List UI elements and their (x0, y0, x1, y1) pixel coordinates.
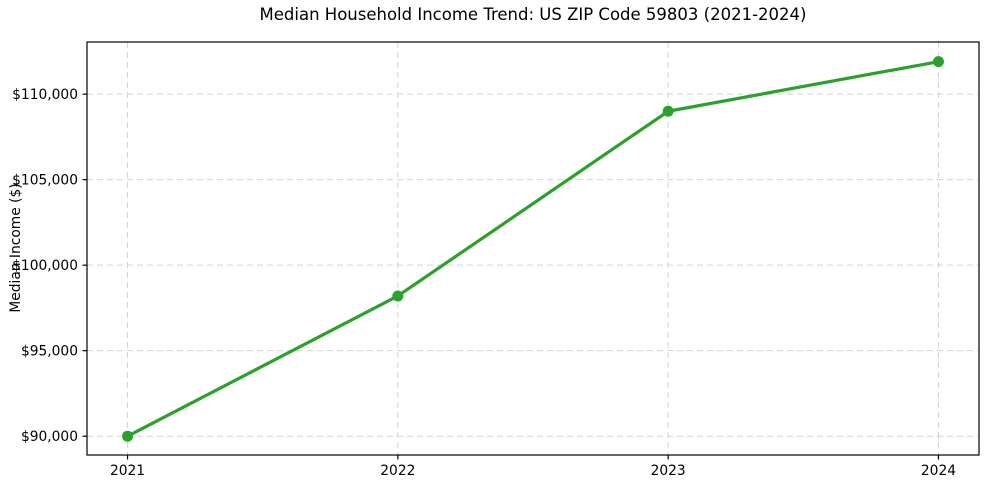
y-tick-label: $110,000 (12, 87, 78, 103)
data-point-2023 (662, 105, 674, 117)
chart-title: Median Household Income Trend: US ZIP Co… (259, 5, 807, 24)
y-tick-label: $95,000 (21, 343, 78, 359)
x-tick-label: 2024 (921, 463, 956, 479)
x-tick-label: 2023 (651, 463, 686, 479)
y-tick-label: $90,000 (21, 429, 78, 445)
x-tick-label: 2022 (380, 463, 415, 479)
data-point-2021 (122, 430, 134, 442)
trend-line (125, 60, 941, 438)
data-point-2022 (392, 290, 404, 302)
x-tick-label: 2021 (110, 463, 145, 479)
plot-border (86, 41, 980, 456)
y-tick-label: $105,000 (12, 172, 78, 188)
data-point-2024 (932, 56, 944, 68)
y-tick-label: $100,000 (12, 258, 78, 274)
